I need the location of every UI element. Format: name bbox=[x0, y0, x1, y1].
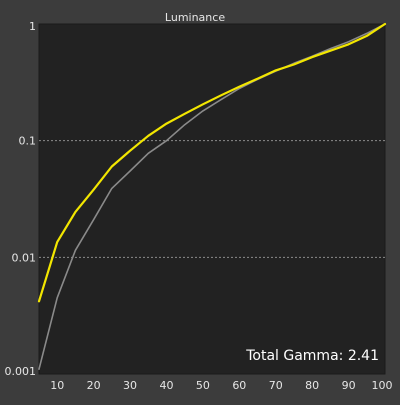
y-tick-labels: 0.001 0.01 0.1 1 bbox=[5, 20, 37, 378]
x-tick-label-7: 80 bbox=[305, 379, 319, 392]
x-tick-label-2: 30 bbox=[123, 379, 137, 392]
series-line-1 bbox=[37, 22, 387, 303]
y-tick-label-2: 0.1 bbox=[19, 135, 37, 148]
x-tick-label-5: 60 bbox=[232, 379, 246, 392]
y-tick-label-3: 1 bbox=[29, 20, 36, 33]
x-tick-label-8: 90 bbox=[342, 379, 356, 392]
grid-lines bbox=[39, 140, 385, 258]
y-tick-label-1: 0.01 bbox=[12, 251, 37, 264]
y-tick-label-0: 0.001 bbox=[5, 365, 37, 378]
series-lines bbox=[37, 22, 387, 371]
x-tick-label-6: 70 bbox=[269, 379, 283, 392]
x-tick-label-0: 10 bbox=[50, 379, 64, 392]
chart-title: Luminance bbox=[165, 11, 225, 24]
x-tick-label-3: 40 bbox=[159, 379, 173, 392]
x-tick-labels: 10 20 30 40 50 60 70 80 90 100 bbox=[50, 379, 392, 392]
x-tick-label-4: 50 bbox=[196, 379, 210, 392]
x-tick-label-1: 20 bbox=[87, 379, 101, 392]
x-tick-label-9: 100 bbox=[372, 379, 393, 392]
total-gamma-annotation: Total Gamma: 2.41 bbox=[245, 348, 379, 364]
plot-area bbox=[38, 23, 386, 375]
series-line-0 bbox=[38, 23, 386, 371]
